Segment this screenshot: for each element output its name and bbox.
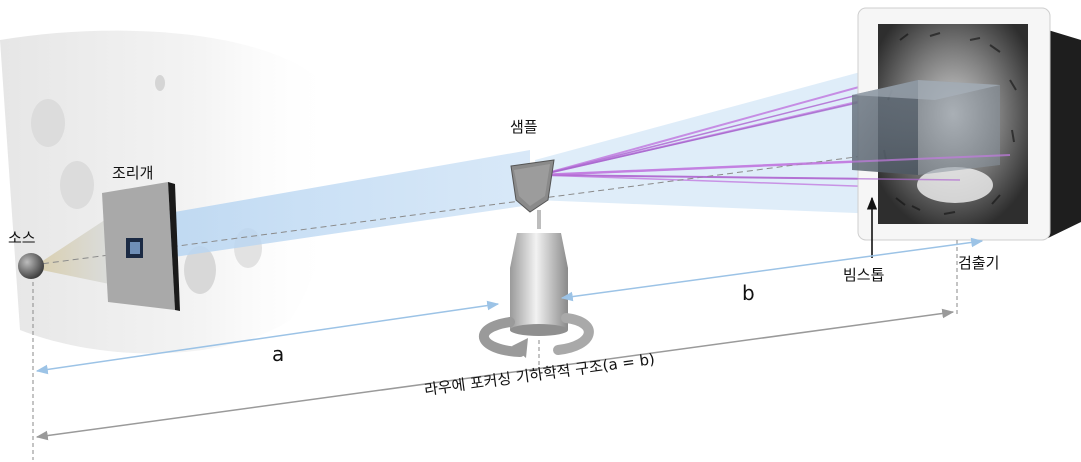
aperture-label: 조리개 [112,164,153,182]
sample-label: 샘플 [510,118,538,136]
distance-a-label: a [272,342,284,366]
aperture-plate [102,182,180,311]
xray-source [18,253,44,279]
incident-beam [140,150,530,262]
distance-b-label: b [742,281,755,305]
sample-mount [479,210,594,358]
source-label: 소스 [8,229,36,247]
beamstop-label: 빔스톱 [843,266,884,284]
total-distance-arrow [35,308,955,441]
diffracted-rays-front [539,154,1011,181]
detector-label: 검출기 [958,254,999,272]
beamstop-block [852,80,1000,175]
sample-crystal [510,159,555,213]
geometry-caption: 라우에 포커싱 기하학적 구조(a = b) [423,350,656,399]
optical-axis [32,137,1001,266]
distance-b-arrow [560,237,984,302]
